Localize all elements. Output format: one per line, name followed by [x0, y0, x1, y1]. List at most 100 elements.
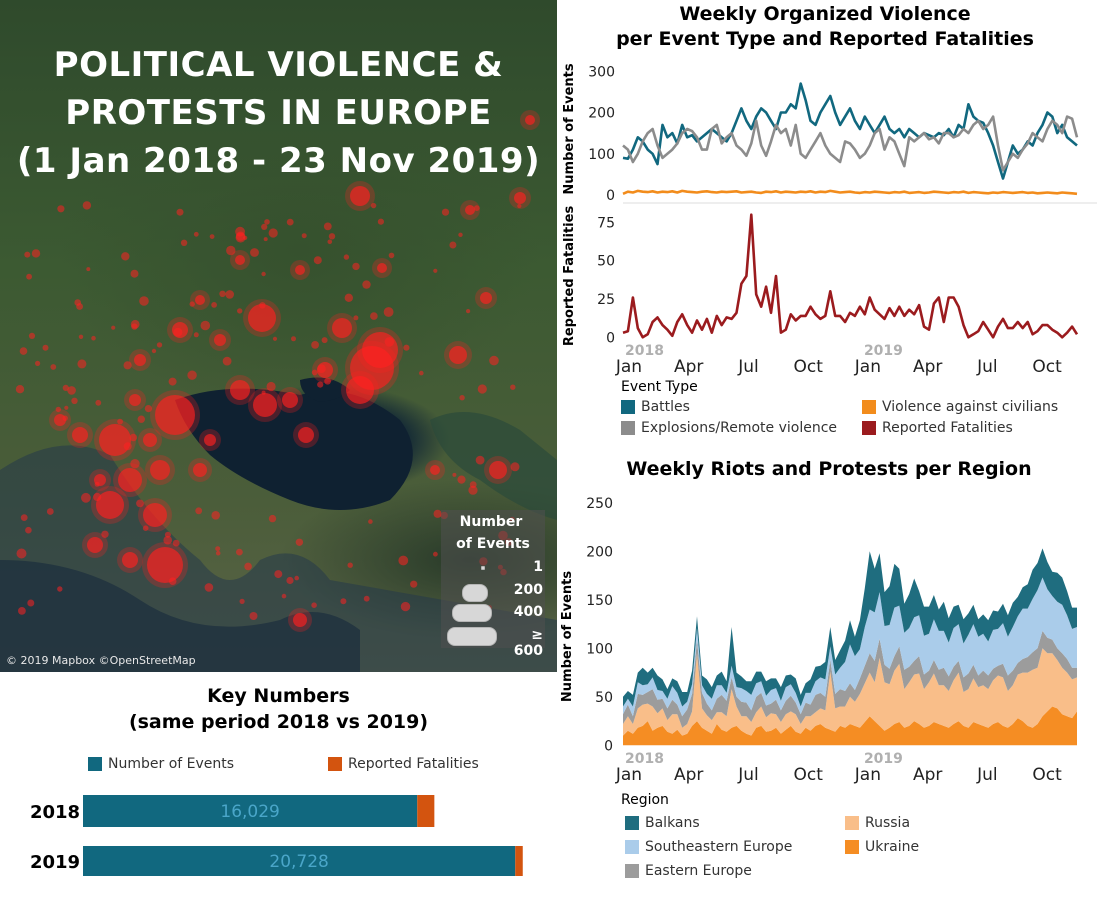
map-marker[interactable] [55, 406, 61, 413]
protests-legend-southeastern[interactable]: Southeastern Europe [625, 839, 792, 855]
map-marker[interactable] [226, 245, 236, 256]
map-marker[interactable] [193, 231, 199, 237]
map-marker[interactable] [458, 232, 463, 237]
map-marker[interactable] [466, 309, 471, 314]
map-marker[interactable] [237, 308, 243, 314]
area-russia[interactable] [623, 648, 1077, 736]
map-marker[interactable] [130, 269, 139, 278]
map-marker[interactable] [209, 234, 215, 240]
map-marker[interactable] [517, 203, 522, 209]
series-line-violence-against-civilians[interactable] [622, 189, 1078, 196]
protests-legend-ukraine[interactable]: Ukraine [845, 839, 919, 855]
map-marker[interactable] [173, 327, 183, 337]
map-marker[interactable] [433, 551, 438, 557]
map-marker[interactable] [344, 293, 353, 302]
map-marker[interactable] [249, 612, 258, 620]
map-marker[interactable] [259, 302, 266, 309]
map-marker[interactable] [286, 576, 294, 585]
map-marker[interactable] [353, 315, 359, 321]
map-marker[interactable] [77, 359, 87, 369]
map-marker[interactable] [403, 344, 410, 351]
map-marker[interactable] [295, 265, 305, 275]
key-bar-fatalities[interactable] [417, 795, 435, 827]
map-marker[interactable] [211, 302, 218, 308]
map-marker[interactable] [419, 370, 424, 376]
map-marker[interactable] [239, 598, 245, 605]
map-marker[interactable] [347, 562, 353, 568]
map-marker[interactable] [95, 399, 102, 406]
map-marker[interactable] [465, 205, 475, 215]
protests-legend-eastern[interactable]: Eastern Europe [625, 863, 752, 879]
map-marker[interactable] [317, 364, 326, 374]
map-marker[interactable] [147, 547, 183, 583]
map-marker[interactable] [449, 346, 467, 364]
series-line-explosions-remote-violence[interactable] [622, 115, 1079, 172]
map-marker[interactable] [46, 508, 54, 515]
map-marker[interactable] [295, 538, 304, 546]
map-marker[interactable] [268, 228, 278, 238]
map-marker[interactable] [286, 218, 294, 226]
map-marker[interactable] [215, 546, 221, 552]
map-marker[interactable] [346, 376, 374, 404]
area-eastern-europe[interactable] [623, 630, 1077, 728]
map-marker[interactable] [168, 377, 177, 386]
map-marker[interactable] [317, 381, 324, 388]
map-marker[interactable] [368, 519, 373, 524]
map-marker[interactable] [370, 202, 377, 209]
map-marker[interactable] [475, 455, 485, 465]
map-marker[interactable] [129, 433, 138, 442]
map-marker[interactable] [193, 332, 199, 338]
area-southeastern-europe[interactable] [623, 577, 1077, 717]
map-marker[interactable] [250, 248, 259, 257]
map-marker[interactable] [244, 562, 252, 571]
map-marker[interactable] [261, 223, 268, 230]
map-marker[interactable] [293, 613, 307, 627]
map-marker[interactable] [35, 360, 41, 366]
key-legend-fatalities[interactable]: Reported Fatalities [328, 756, 479, 772]
map-marker[interactable] [187, 370, 197, 380]
violence-legend-battles[interactable]: Battles [621, 399, 690, 415]
map-marker[interactable] [143, 433, 157, 447]
map-marker[interactable] [18, 607, 26, 615]
key-bar-fatalities[interactable] [515, 846, 523, 876]
map-marker[interactable] [377, 218, 384, 225]
map-marker[interactable] [294, 575, 300, 581]
map-marker[interactable] [327, 239, 333, 245]
map-marker[interactable] [340, 598, 347, 605]
map-copyright[interactable]: © 2019 Mapbox ©OpenStreetMap [6, 654, 196, 667]
map-marker[interactable] [176, 208, 184, 216]
map-marker[interactable] [398, 555, 409, 566]
map-marker[interactable] [64, 405, 69, 410]
map-marker[interactable] [71, 397, 78, 404]
map-marker[interactable] [195, 507, 203, 515]
protests-legend-balkans[interactable]: Balkans [625, 815, 700, 831]
map-marker[interactable] [510, 462, 520, 472]
map-marker[interactable] [31, 249, 41, 258]
map-marker[interactable] [76, 303, 83, 310]
map-marker[interactable] [298, 427, 314, 443]
map-marker[interactable] [67, 386, 76, 395]
key-bar-events[interactable] [83, 795, 418, 827]
map-marker[interactable] [313, 256, 322, 265]
violence-legend-fatalities[interactable]: Reported Fatalities [862, 420, 1013, 436]
map-marker[interactable] [27, 599, 35, 607]
map-marker[interactable] [261, 271, 266, 277]
map-marker[interactable] [25, 526, 32, 534]
map-marker[interactable] [433, 268, 438, 273]
map-marker[interactable] [235, 231, 246, 241]
map-marker[interactable] [117, 418, 123, 425]
map-marker[interactable] [225, 290, 234, 299]
map-marker[interactable] [19, 347, 28, 355]
map-marker[interactable] [489, 355, 499, 366]
map-marker[interactable] [123, 361, 132, 370]
map-marker[interactable] [362, 332, 398, 368]
map-marker[interactable] [137, 415, 145, 423]
map-marker[interactable] [311, 602, 317, 608]
map-marker[interactable] [142, 525, 149, 531]
map-marker[interactable] [480, 292, 492, 304]
map-marker[interactable] [139, 296, 149, 306]
map-marker[interactable] [324, 377, 331, 385]
map-marker[interactable] [24, 251, 31, 258]
map-marker[interactable] [332, 318, 352, 338]
map-marker[interactable] [281, 593, 287, 599]
